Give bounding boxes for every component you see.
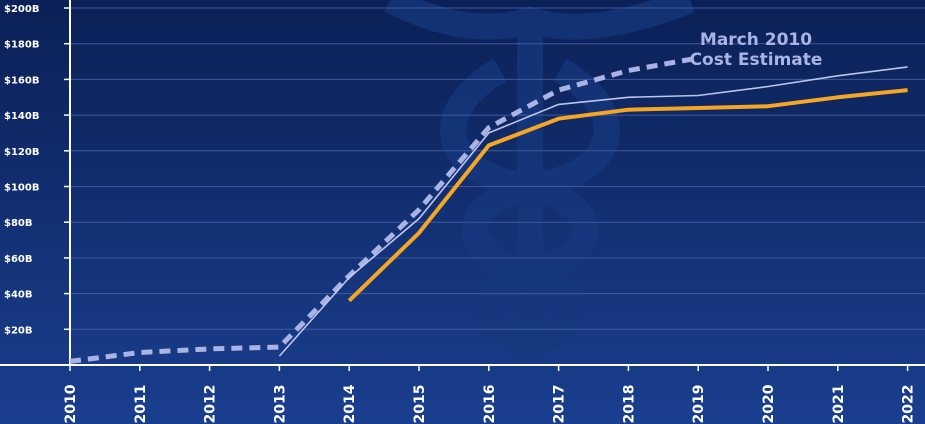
annotation-label: Cost Estimate — [690, 50, 823, 70]
y-tick-label: $20B — [4, 325, 33, 336]
y-tick-label: $60B — [4, 254, 33, 265]
y-tick-label: $120B — [4, 147, 39, 158]
series-line-2 — [347, 88, 908, 303]
series — [69, 55, 908, 364]
grid — [70, 7, 925, 330]
x-tick-label: 2013 — [272, 385, 288, 424]
y-tick-label: $160B — [4, 75, 39, 86]
y-tick-label: $80B — [4, 218, 33, 229]
y-tick-label: $100B — [4, 183, 39, 194]
x-tick-label: 2015 — [412, 385, 428, 424]
x-tick-label: 2017 — [552, 385, 568, 424]
y-axis-ticks: $20B $40B $60B $80B $100B $120B $140B $160B $180… — [4, 4, 70, 336]
x-tick-label: 2010 — [63, 384, 79, 423]
x-tick-label: 2021 — [831, 385, 847, 424]
y-tick-label: $40B — [4, 290, 33, 301]
x-axis-ticks: 2010 2011 2012 2013 2014 2015 2016 2017 2018 2019… — [63, 365, 917, 423]
annotation-label: March 2010 — [700, 30, 812, 50]
y-tick-label: $180B — [4, 40, 39, 51]
axes — [0, 0, 925, 366]
y-tick-label: $140B — [4, 111, 39, 122]
x-tick-label: 2019 — [691, 385, 707, 424]
x-tick-label: 2011 — [133, 385, 149, 424]
x-tick-label: 2014 — [342, 384, 358, 423]
x-tick-label: 2018 — [621, 385, 637, 424]
series-line-1 — [278, 66, 908, 357]
x-tick-label: 2012 — [203, 385, 219, 424]
caduceus-emblem-watermark — [384, 0, 695, 360]
x-tick-label: 2020 — [761, 384, 777, 423]
x-tick-label: 2016 — [482, 385, 498, 424]
x-tick-label: 2022 — [901, 385, 917, 424]
y-tick-label: $200B — [4, 4, 39, 15]
